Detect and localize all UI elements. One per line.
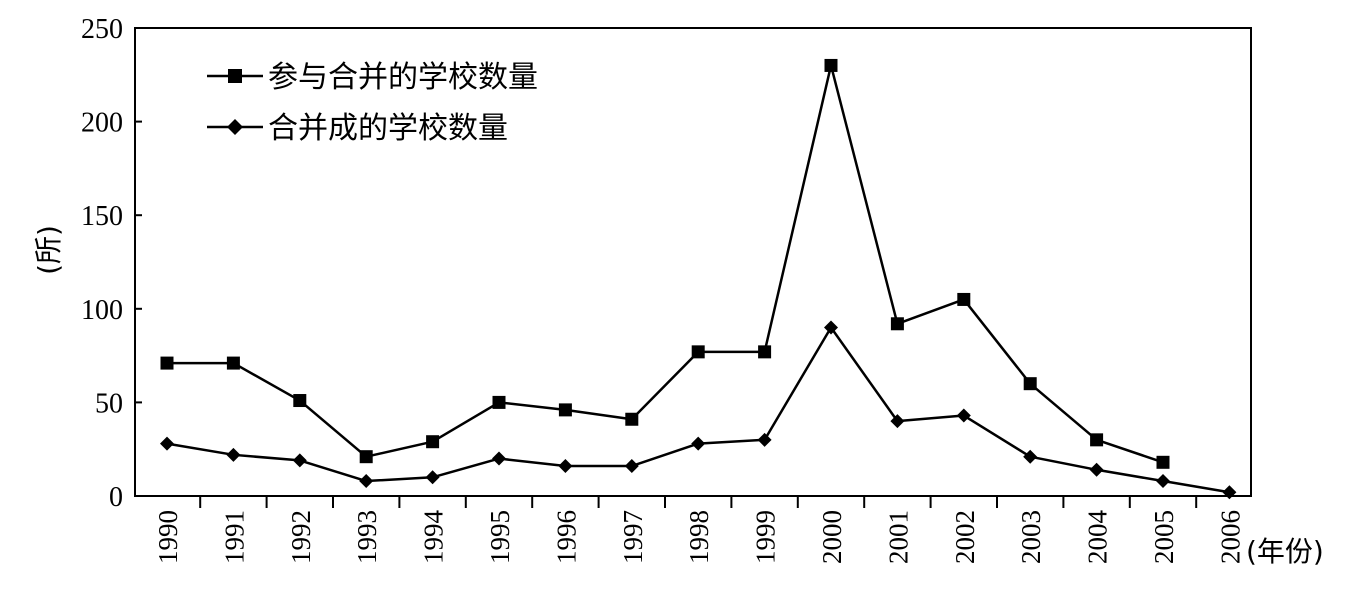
x-tick-label: 1998 <box>684 510 714 564</box>
data-point-square <box>758 345 772 359</box>
x-tick-label: 1999 <box>751 510 781 564</box>
data-point-diamond <box>1089 462 1104 477</box>
plot-frame <box>134 27 1252 497</box>
series-2 <box>160 320 1237 500</box>
data-point-square <box>359 450 373 464</box>
data-point-square <box>625 412 639 426</box>
x-tick-label: 1996 <box>551 510 581 564</box>
y-tick-label: 150 <box>81 201 123 232</box>
data-point-square <box>426 435 440 449</box>
x-tick-label: 1997 <box>618 510 648 564</box>
data-point-diamond <box>558 459 573 474</box>
y-tick-label: 50 <box>95 388 123 419</box>
series-layer <box>160 58 1237 500</box>
data-point-diamond <box>492 451 506 466</box>
legend: 参与合并的学校数量 合并成的学校数量 <box>207 60 538 146</box>
y-tick-label: 0 <box>109 482 123 513</box>
x-tick-label: 1993 <box>352 510 382 564</box>
series-line-1 <box>167 64 1164 464</box>
data-point-square <box>691 345 705 359</box>
legend-label-series-2: 合并成的学校数量 <box>268 111 508 146</box>
y-tick-label: 200 <box>81 108 123 139</box>
x-tick-label: 1992 <box>286 510 316 564</box>
data-point-diamond <box>624 459 639 474</box>
data-point-diamond <box>824 320 838 335</box>
legend-marker-diamond <box>227 119 243 135</box>
series-1 <box>160 58 1170 469</box>
data-point-diamond <box>890 414 905 429</box>
data-point-diamond <box>956 408 971 423</box>
x-tick-label: 2000 <box>817 510 847 564</box>
x-tick-label: 1990 <box>153 510 183 564</box>
data-point-diamond <box>1023 449 1038 464</box>
x-tick-label: 1995 <box>485 510 515 564</box>
x-tick-label: 2002 <box>950 510 980 564</box>
data-point-square <box>160 356 174 370</box>
y-tick-label: 100 <box>81 295 123 326</box>
data-point-diamond <box>757 432 772 447</box>
x-tick-label: 1994 <box>419 510 449 565</box>
x-tick-label: 2006 <box>1215 510 1245 564</box>
data-point-square <box>824 58 838 72</box>
data-point-square <box>558 403 572 417</box>
data-point-square <box>1090 433 1104 447</box>
data-point-diamond <box>160 436 174 451</box>
plot-border <box>134 27 1252 497</box>
data-point-diamond <box>226 447 241 462</box>
x-axis-label: (年份) <box>1246 535 1324 568</box>
data-point-square <box>1156 455 1170 469</box>
data-point-square <box>1023 377 1037 391</box>
y-axis: 0 50 100 150 200 250 <box>81 14 142 513</box>
x-tick-label: 2001 <box>883 510 913 564</box>
data-point-diamond <box>691 436 706 451</box>
data-point-diamond <box>359 474 374 489</box>
data-point-square <box>957 292 971 306</box>
data-point-diamond <box>1222 485 1237 500</box>
y-axis-label: (所) <box>32 225 65 275</box>
legend-label-series-1: 参与合并的学校数量 <box>268 60 538 95</box>
data-point-diamond <box>292 453 307 468</box>
data-point-square <box>890 317 904 331</box>
legend-marker-square <box>228 69 242 83</box>
data-point-square <box>293 394 307 408</box>
x-tick-label: 2004 <box>1083 510 1113 565</box>
x-tick-label: 2005 <box>1149 510 1179 564</box>
data-point-square <box>492 395 506 409</box>
x-axis: 1990 1991 1992 1993 1994 1995 1996 1997 1998 1999… <box>153 496 1245 564</box>
data-point-diamond <box>1156 474 1170 489</box>
data-point-square <box>226 356 240 370</box>
x-tick-label: 2003 <box>1016 510 1046 564</box>
y-tick-label: 250 <box>81 14 123 45</box>
data-point-diamond <box>425 470 440 485</box>
x-tick-label: 1991 <box>219 510 249 564</box>
